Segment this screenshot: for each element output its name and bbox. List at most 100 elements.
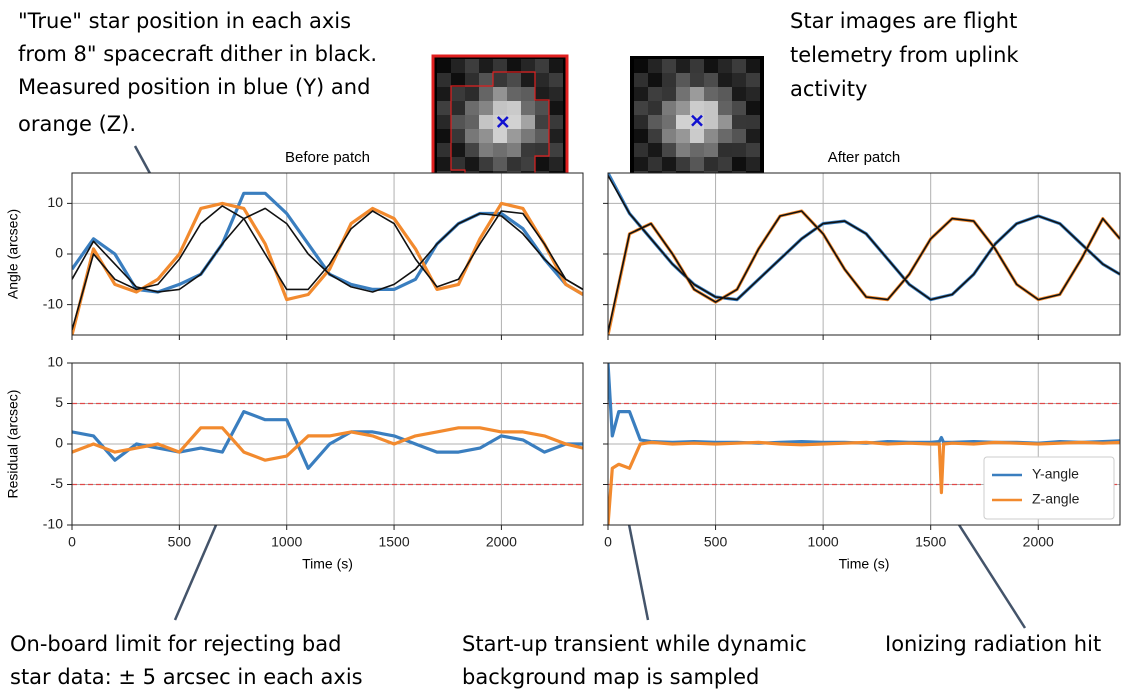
x-tick-label: 0: [604, 534, 612, 550]
x-tick-label: 2000: [486, 534, 517, 550]
y-tick-label: -10: [43, 295, 63, 311]
pixel: [648, 129, 662, 143]
pixel: [662, 115, 676, 129]
pixel: [493, 115, 507, 129]
pixel: [746, 157, 760, 171]
x-axis-label: Time (s): [839, 556, 890, 572]
figure: "True" star position in each axisfrom 8"…: [0, 0, 1122, 689]
pixel: [549, 87, 563, 101]
pixel: [662, 87, 676, 101]
annotation: background map is sampled: [462, 665, 759, 689]
pixel: [704, 87, 718, 101]
pixel: [662, 129, 676, 143]
pixel: [676, 101, 690, 115]
pixel: [718, 115, 732, 129]
pixel: [451, 115, 465, 129]
pixel: [451, 157, 465, 171]
pixel: [549, 157, 563, 171]
pixel: [451, 73, 465, 87]
pixel: [718, 59, 732, 73]
pixel: [465, 87, 479, 101]
pixel: [676, 129, 690, 143]
star-image-before: [433, 56, 567, 188]
pixel: [648, 87, 662, 101]
pixel: [507, 73, 521, 87]
pixel: [535, 73, 549, 87]
chart-title: Before patch: [285, 149, 370, 166]
y-tick-label: -5: [51, 475, 64, 491]
pixel: [634, 115, 648, 129]
annotation: orange (Z).: [18, 112, 136, 136]
pixel: [479, 129, 493, 143]
legend-label: Z-angle: [1032, 491, 1080, 507]
pixel: [479, 157, 493, 171]
annotation: star data: ± 5 arcsec in each axis: [10, 665, 363, 689]
y-axis-label: Residual (arcsec): [5, 390, 21, 499]
x-tick-label: 500: [168, 534, 192, 550]
pixel: [634, 143, 648, 157]
pixel: [465, 115, 479, 129]
pixel: [718, 157, 732, 171]
pixel: [521, 59, 535, 73]
pixel: [704, 73, 718, 87]
pixel: [549, 101, 563, 115]
pixel: [662, 143, 676, 157]
pixel: [437, 129, 451, 143]
pixel: [732, 115, 746, 129]
pixel: [535, 87, 549, 101]
x-tick-label: 1500: [378, 534, 409, 550]
pixel: [507, 101, 521, 115]
pixel: [648, 157, 662, 171]
pixel: [479, 87, 493, 101]
pixel: [648, 143, 662, 157]
pixel: [521, 115, 535, 129]
pixel: [648, 59, 662, 73]
pixel: [521, 129, 535, 143]
pixel: [746, 101, 760, 115]
pixel: [718, 101, 732, 115]
pixel: [662, 157, 676, 171]
pixel: [690, 129, 704, 143]
pixel: [507, 143, 521, 157]
pixel: [634, 101, 648, 115]
pixel: [690, 101, 704, 115]
x-tick-label: 1000: [808, 534, 839, 550]
chart-title: After patch: [828, 149, 901, 166]
pixel: [437, 115, 451, 129]
pixel: [662, 73, 676, 87]
pixel: [676, 115, 690, 129]
pixel: [732, 59, 746, 73]
pixel: [718, 73, 732, 87]
y-tick-label: 0: [55, 435, 63, 451]
pixel: [465, 129, 479, 143]
pixel: [634, 129, 648, 143]
annotation: from 8" spacecraft dither in black.: [18, 42, 377, 66]
pixel: [732, 157, 746, 171]
pixel: [535, 129, 549, 143]
pixel: [549, 129, 563, 143]
pixel: [535, 143, 549, 157]
pixel: [465, 101, 479, 115]
pixel: [437, 87, 451, 101]
pixel: [690, 87, 704, 101]
pixel: [437, 101, 451, 115]
pixel: [507, 157, 521, 171]
pixel: [718, 143, 732, 157]
y-axis-label: Angle (arcsec): [5, 209, 21, 299]
pixel: [521, 73, 535, 87]
pixel: [690, 73, 704, 87]
pixel: [662, 59, 676, 73]
pixel: [507, 87, 521, 101]
pixel: [746, 59, 760, 73]
pixel: [549, 143, 563, 157]
pixel: [704, 101, 718, 115]
pixel: [507, 59, 521, 73]
pixel: [451, 143, 465, 157]
pixel: [521, 143, 535, 157]
pixel: [465, 59, 479, 73]
pixel: [465, 143, 479, 157]
x-tick-label: 500: [704, 534, 728, 550]
pixel: [732, 129, 746, 143]
legend-label: Y-angle: [1032, 466, 1079, 482]
pixel: [437, 73, 451, 87]
